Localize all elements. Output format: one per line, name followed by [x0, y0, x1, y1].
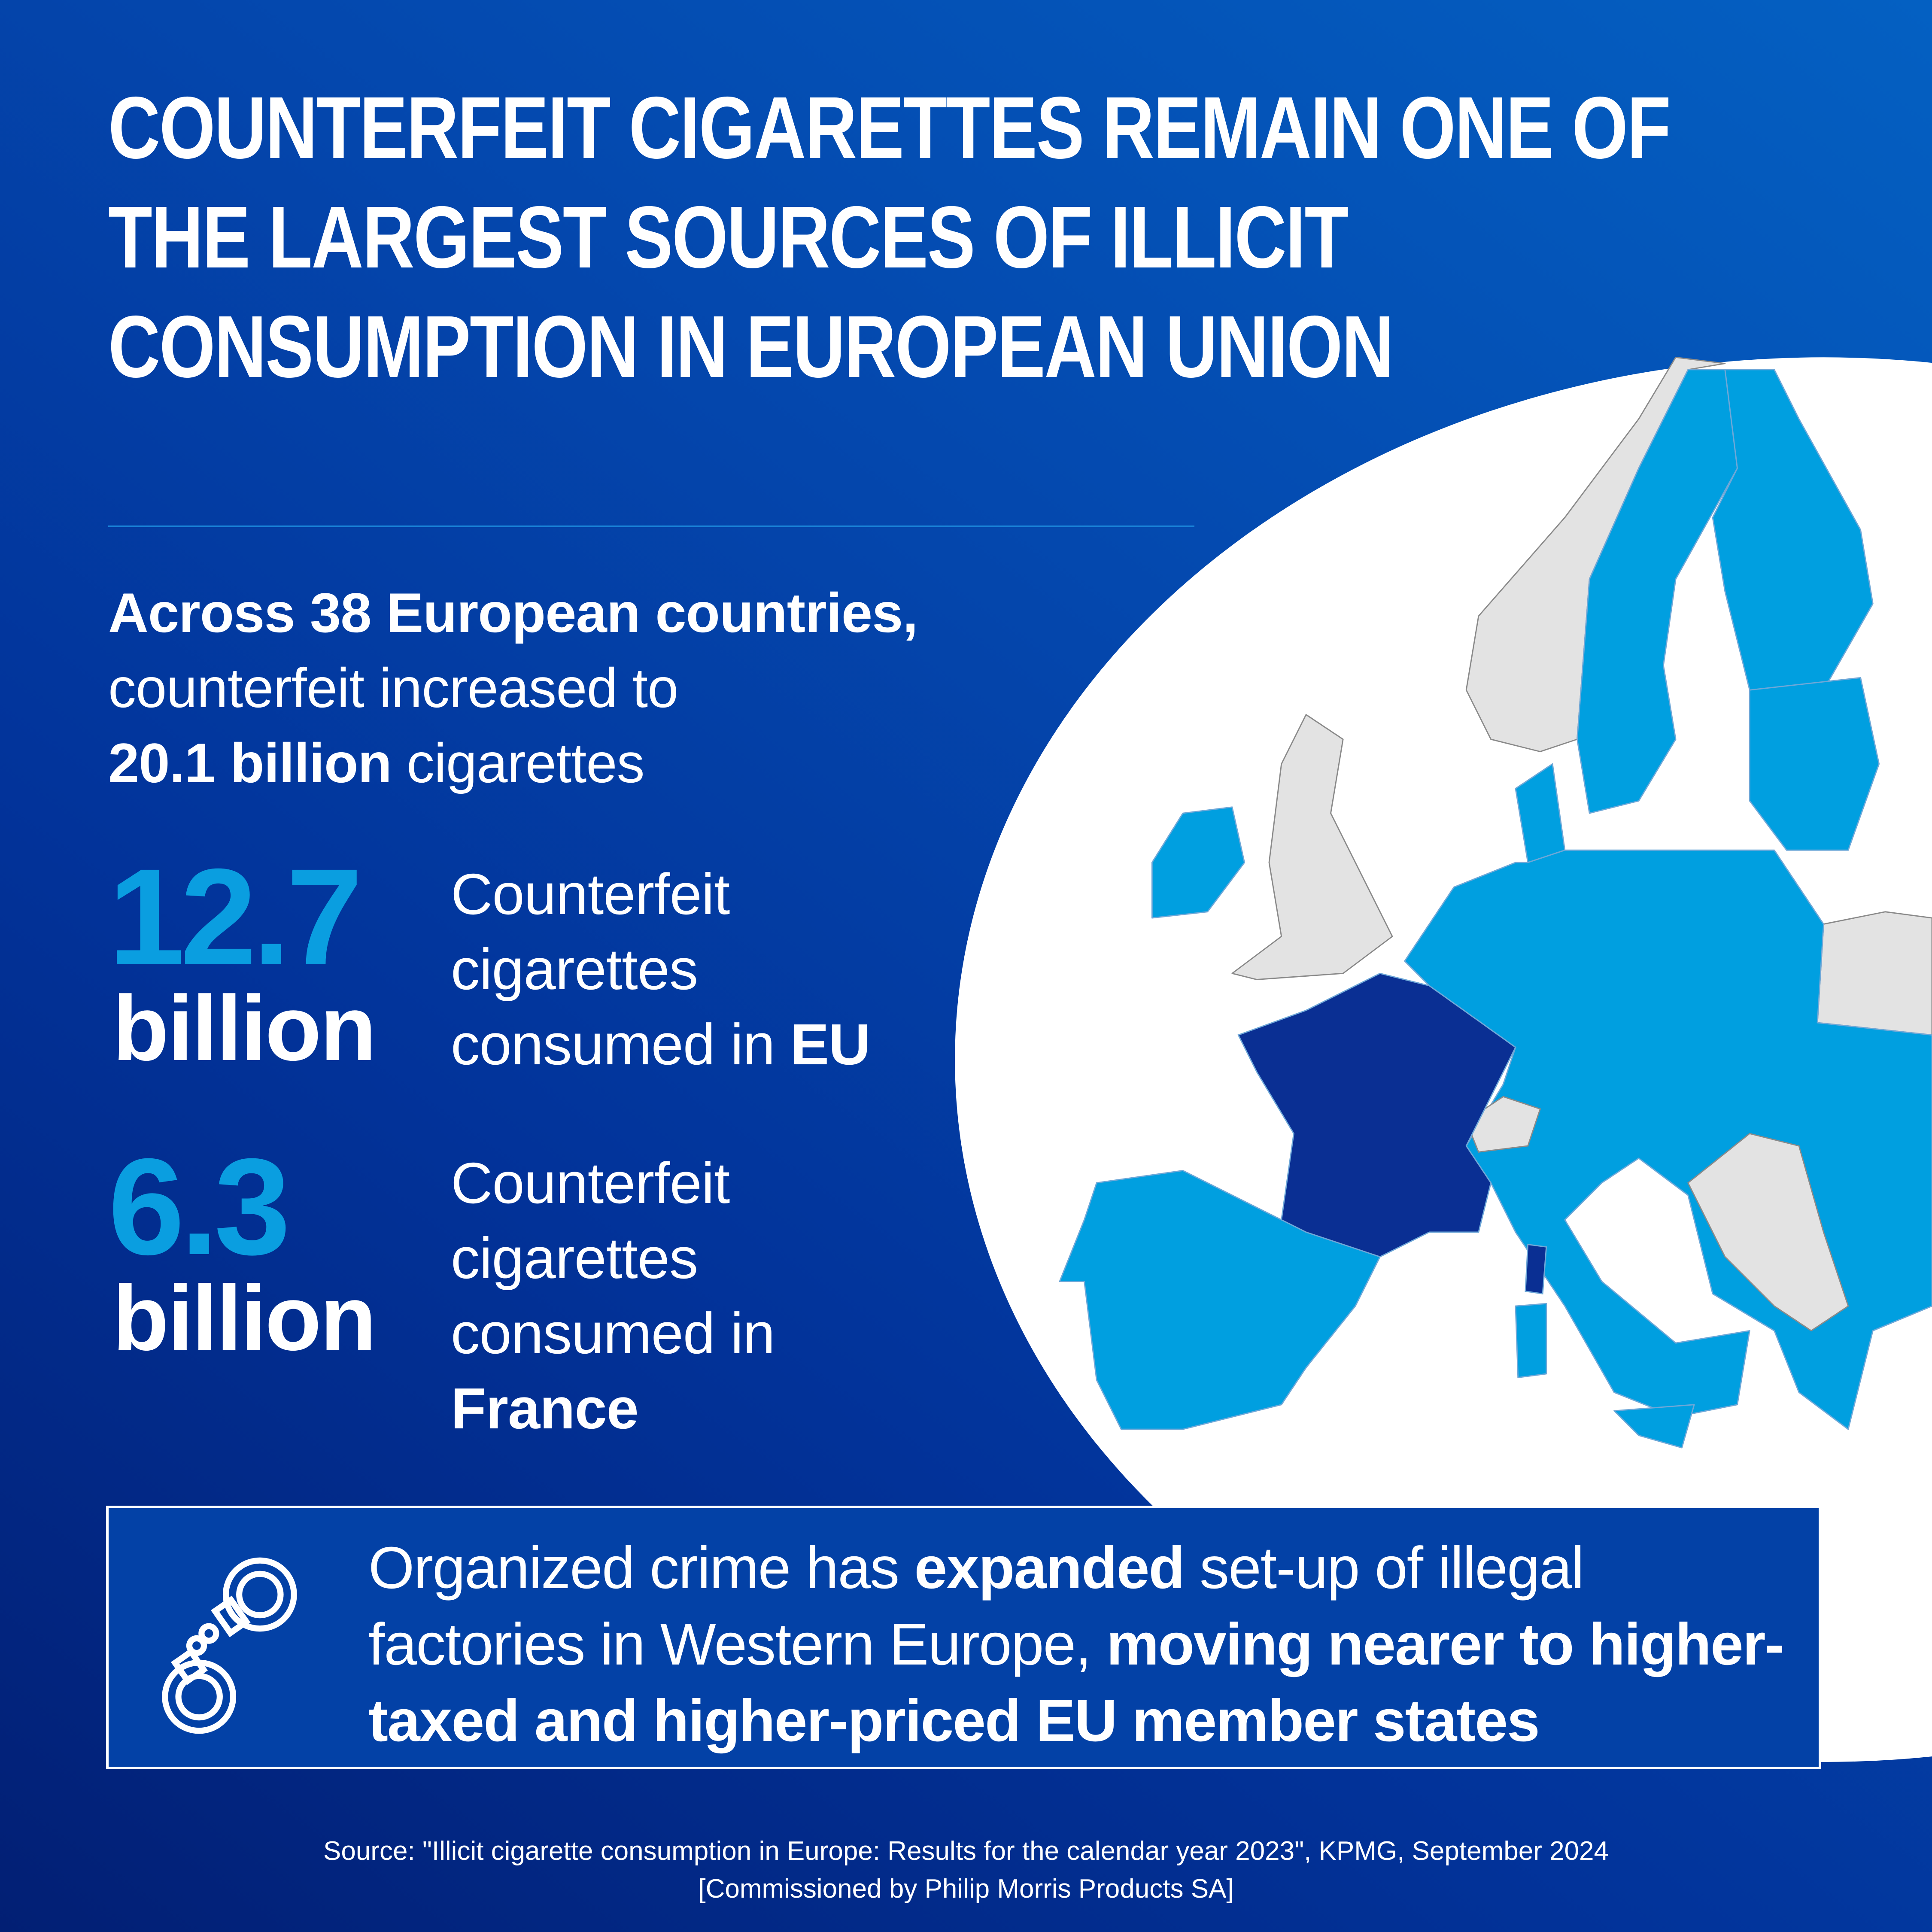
desc-line: cigarettes — [451, 1226, 698, 1291]
desc-line: Counterfeit — [451, 862, 730, 927]
switzerland — [1465, 1096, 1541, 1153]
intro-bold-2: 20.1 billion — [108, 732, 392, 794]
callout-text-part: set-up of illegal factories in Western E… — [368, 1535, 1584, 1677]
desc-line: consumed in — [451, 1301, 775, 1366]
callout-text: Organized crime has expanded set-up of i… — [368, 1530, 1811, 1759]
stat-number: 6.3 — [108, 1130, 291, 1283]
ukraine — [1817, 911, 1932, 1036]
desc-line: consumed in — [451, 1012, 790, 1077]
ireland — [1151, 806, 1245, 919]
sardinia — [1515, 1303, 1547, 1378]
source-note: Source: "Illicit cigarette consumption i… — [0, 1832, 1932, 1908]
uk — [1231, 714, 1393, 981]
handcuffs-icon — [162, 1557, 297, 1734]
stat-unit: billion — [112, 1266, 377, 1370]
stat-eu: 12.7 billion — [108, 840, 434, 1080]
intro-bold-1: Across 38 European countries, — [108, 581, 918, 644]
baltics — [1749, 677, 1880, 851]
stat-number: 12.7 — [108, 840, 363, 993]
desc-place: EU — [790, 1012, 871, 1077]
sicily — [1613, 1404, 1695, 1449]
intro-text: Across 38 European countries, counterfei… — [108, 575, 918, 801]
balkans-non-eu — [1687, 1133, 1849, 1332]
intro-text-1: counterfeit increased to — [108, 656, 678, 719]
callout-bold-part: moving nearer to higher-taxed and higher… — [368, 1611, 1784, 1754]
stat-unit: billion — [112, 976, 377, 1080]
title-divider — [108, 526, 1194, 527]
corsica — [1525, 1243, 1547, 1295]
desc-line: cigarettes — [451, 937, 698, 1002]
intro-text-2: cigarettes — [391, 732, 645, 794]
source-line: Source: "Illicit cigarette consumption i… — [323, 1836, 1609, 1866]
sweden — [1577, 369, 1738, 814]
stat-france-description: Counterfeit cigarettes consumed in Franc… — [451, 1145, 775, 1446]
desc-line: Counterfeit — [451, 1151, 730, 1215]
callout-box: Organized crime has expanded set-up of i… — [106, 1506, 1821, 1769]
page-title: COUNTERFEIT CIGARETTES REMAIN ONE OF THE… — [108, 79, 1671, 396]
france — [1237, 972, 1516, 1258]
callout-text-part: Organized crime has — [368, 1535, 914, 1601]
source-commission-line: [Commissioned by Philip Morris Products … — [698, 1874, 1234, 1904]
callout-bold-part: expanded — [914, 1535, 1185, 1601]
stat-eu-description: Counterfeit cigarettes consumed in EU — [451, 857, 870, 1082]
stat-france: 6.3 billion — [108, 1130, 434, 1370]
desc-place: France — [451, 1376, 639, 1441]
